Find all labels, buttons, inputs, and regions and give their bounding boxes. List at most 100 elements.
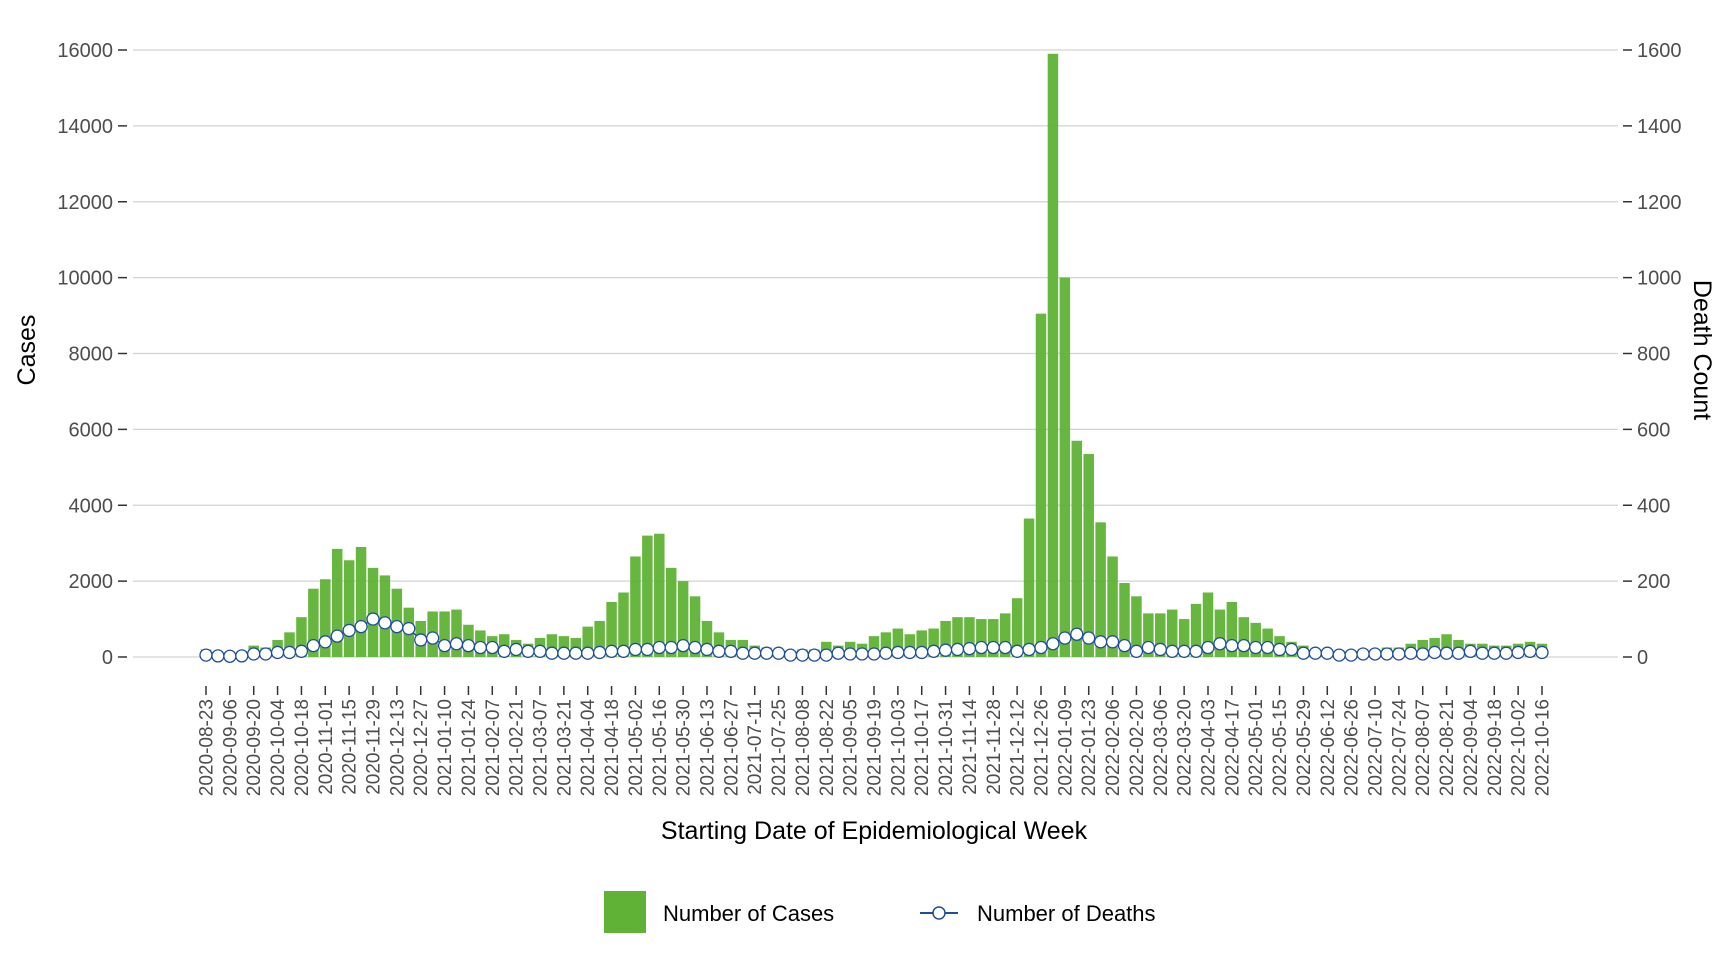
deaths-point — [199, 648, 213, 662]
x-tick-label: 2021-10-31 — [936, 699, 957, 796]
deaths-point — [903, 645, 917, 660]
deaths-point — [628, 642, 643, 657]
deaths-point — [1320, 646, 1334, 660]
x-tick-label: 2021-11-28 — [984, 699, 1005, 795]
deaths-point — [1451, 646, 1466, 660]
cases-bar — [439, 611, 450, 657]
deaths-point — [247, 647, 261, 661]
x-tick-label: 2022-06-26 — [1342, 699, 1363, 796]
deaths-point — [1201, 640, 1215, 655]
cases-bar — [1190, 603, 1202, 657]
cases-bar — [1143, 613, 1154, 657]
deaths-point — [390, 620, 404, 634]
deaths-point — [1189, 644, 1203, 658]
deaths-point — [1153, 642, 1167, 657]
deaths-point — [1284, 642, 1299, 657]
deaths-point — [1296, 646, 1311, 660]
deaths-point — [533, 644, 547, 658]
cases-bar — [308, 588, 319, 657]
cases-bar — [1083, 454, 1094, 657]
y2-axis-title: Death Count — [1688, 280, 1716, 420]
y-tick-label: 6000 — [69, 419, 114, 441]
deaths-point — [581, 646, 595, 660]
deaths-point — [771, 646, 786, 660]
x-tick-label: 2021-08-08 — [793, 699, 814, 796]
y-tick-label: 10000 — [57, 268, 113, 290]
deaths-point — [461, 638, 476, 653]
deaths-point — [1105, 635, 1120, 649]
y2-tick-label: 1200 — [1637, 192, 1682, 214]
x-tick-label: 2021-09-19 — [865, 699, 886, 796]
deaths-point — [1499, 646, 1513, 660]
deaths-point — [974, 640, 989, 655]
deaths-point — [1022, 642, 1036, 657]
x-tick-label: 2021-02-21 — [507, 699, 528, 796]
y-tick-label: 8000 — [69, 344, 114, 366]
x-tick-label: 2022-01-09 — [1055, 699, 1076, 796]
deaths-point — [1380, 647, 1394, 661]
x-tick-label: 2020-11-15 — [340, 699, 361, 795]
deaths-point — [1535, 645, 1549, 660]
x-tick-label: 2020-11-01 — [316, 699, 337, 795]
cases-bar — [1238, 617, 1250, 657]
deaths-point — [843, 647, 857, 661]
cases-bar — [594, 620, 605, 657]
deaths-point — [223, 649, 237, 663]
cases-bar — [343, 560, 355, 657]
deaths-point — [1272, 642, 1287, 657]
legend-deaths-marker — [932, 906, 946, 920]
cases-bar — [665, 567, 677, 657]
y-axis-title: Cases — [13, 315, 41, 386]
y-tick-label: 0 — [102, 647, 113, 669]
deaths-point — [258, 647, 273, 661]
deaths-point — [1010, 644, 1024, 658]
deaths-point — [783, 648, 798, 662]
x-tick-label: 2020-10-04 — [268, 699, 289, 797]
cases-bar — [1119, 583, 1130, 657]
x-tick-label: 2021-10-03 — [888, 699, 909, 796]
cases-bar — [355, 546, 367, 657]
y-tick-label: 2000 — [69, 571, 114, 593]
deaths-point — [664, 640, 678, 655]
x-tick-label: 2021-11-14 — [960, 699, 981, 795]
x-tick-label: 2021-12-26 — [1032, 699, 1053, 796]
cases-bar — [642, 535, 653, 657]
deaths-point — [1523, 644, 1537, 658]
cases-bar — [546, 634, 558, 657]
deaths-point — [819, 648, 833, 662]
cases-bar — [988, 619, 999, 657]
deaths-point — [938, 643, 953, 657]
cases-bar — [582, 626, 593, 657]
x-tick-label: 2022-04-03 — [1199, 699, 1220, 796]
x-axis: 2020-08-23 2020-09-06 2020-09-20 2020-10-04… — [197, 686, 1554, 796]
deaths-point — [1237, 638, 1251, 653]
deaths-point — [676, 638, 690, 653]
cases-bar — [868, 636, 880, 657]
cases-bar — [654, 533, 665, 657]
x-tick-label: 2020-10-18 — [292, 699, 313, 796]
deaths-point — [926, 644, 941, 658]
x-tick-label: 2022-09-04 — [1461, 699, 1482, 797]
cases-bar — [880, 632, 892, 657]
cases-bar — [689, 596, 701, 657]
deaths-point — [270, 645, 285, 660]
x-axis-title: Starting Date of Epidemiological Week — [661, 817, 1088, 845]
x-tick-label: 2021-12-12 — [1008, 699, 1029, 796]
deaths-point — [1225, 638, 1239, 653]
deaths-point — [1260, 640, 1275, 655]
cases-bar — [320, 579, 331, 657]
cases-bar — [1059, 277, 1071, 657]
cases-bar — [296, 617, 307, 657]
deaths-point — [795, 648, 810, 662]
x-tick-label: 2022-05-01 — [1246, 699, 1267, 796]
deaths-point — [1213, 637, 1227, 651]
deaths-point — [855, 647, 869, 661]
x-tick-label: 2021-06-13 — [698, 699, 719, 796]
cases-bar — [964, 617, 975, 657]
deaths-point — [569, 646, 583, 660]
deaths-point — [640, 642, 655, 657]
cases-bar — [1095, 522, 1106, 657]
cases-bar — [1131, 596, 1142, 657]
deaths-point — [342, 623, 356, 638]
cases-bar — [916, 630, 927, 657]
